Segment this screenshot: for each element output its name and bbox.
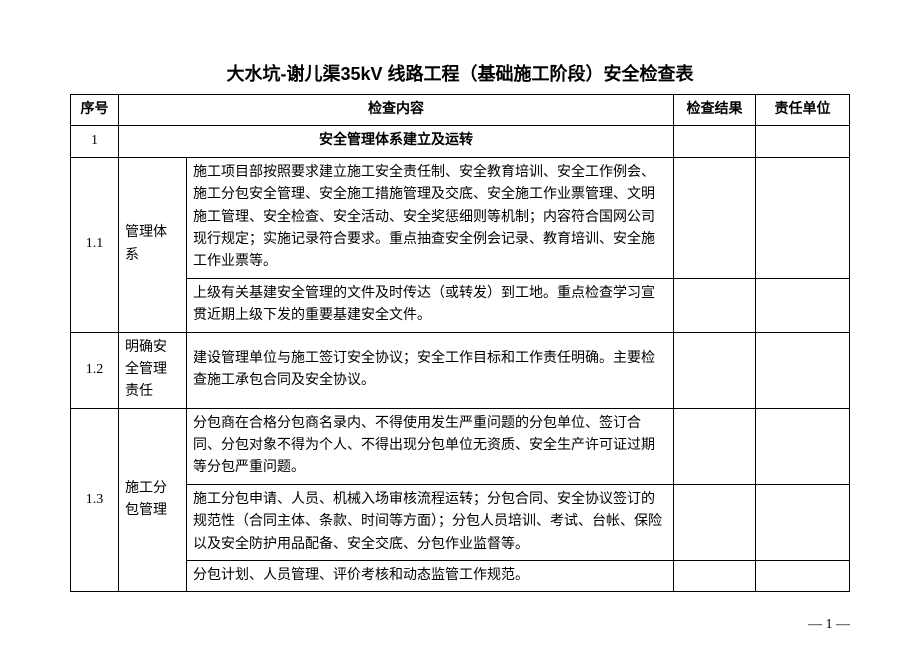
row-1-1-unit-1: [756, 157, 850, 278]
row-1-1-content-2: 上级有关基建安全管理的文件及时传达（或转发）到工地。重点检查学习宣贯近期上级下发…: [187, 278, 674, 332]
row-1-2-cat: 明确安全管理责任: [119, 332, 187, 408]
header-result: 检查结果: [674, 95, 756, 126]
row-1-2: 1.2 明确安全管理责任 建设管理单位与施工签订安全协议；安全工作目标和工作责任…: [71, 332, 850, 408]
page-title: 大水坑-谢儿渠35kV 线路工程（基础施工阶段）安全检查表: [70, 60, 850, 86]
row-1-2-unit-1: [756, 332, 850, 408]
section-1-result: [674, 126, 756, 157]
row-1-3-unit-1: [756, 408, 850, 484]
table-header-row: 序号 检查内容 检查结果 责任单位: [71, 95, 850, 126]
row-1-3-unit-2: [756, 484, 850, 560]
row-1-2-seq: 1.2: [71, 332, 119, 408]
row-1-1-a: 1.1 管理体系 施工项目部按照要求建立施工安全责任制、安全教育培训、安全工作例…: [71, 157, 850, 278]
section-1-title: 安全管理体系建立及运转: [119, 126, 674, 157]
section-1-row: 1 安全管理体系建立及运转: [71, 126, 850, 157]
row-1-3-seq: 1.3: [71, 408, 119, 592]
row-1-1-cat: 管理体系: [119, 157, 187, 332]
row-1-1-content-1: 施工项目部按照要求建立施工安全责任制、安全教育培训、安全工作例会、施工分包安全管…: [187, 157, 674, 278]
header-unit: 责任单位: [756, 95, 850, 126]
row-1-3-cat: 施工分包管理: [119, 408, 187, 592]
section-1-seq: 1: [71, 126, 119, 157]
row-1-3-b: 施工分包申请、人员、机械入场审核流程运转；分包合同、安全协议签订的规范性（合同主…: [71, 484, 850, 560]
row-1-2-result-1: [674, 332, 756, 408]
row-1-3-c: 分包计划、人员管理、评价考核和动态监管工作规范。: [71, 561, 850, 592]
section-1-unit: [756, 126, 850, 157]
header-content: 检查内容: [119, 95, 674, 126]
row-1-3-unit-3: [756, 561, 850, 592]
row-1-2-content-1: 建设管理单位与施工签订安全协议；安全工作目标和工作责任明确。主要检查施工承包合同…: [187, 332, 674, 408]
header-seq: 序号: [71, 95, 119, 126]
row-1-1-b: 上级有关基建安全管理的文件及时传达（或转发）到工地。重点检查学习宣贯近期上级下发…: [71, 278, 850, 332]
row-1-3-content-2: 施工分包申请、人员、机械入场审核流程运转；分包合同、安全协议签订的规范性（合同主…: [187, 484, 674, 560]
row-1-1-seq: 1.1: [71, 157, 119, 332]
row-1-1-unit-2: [756, 278, 850, 332]
row-1-3-a: 1.3 施工分包管理 分包商在合格分包商名录内、不得使用发生严重问题的分包单位、…: [71, 408, 850, 484]
row-1-3-result-2: [674, 484, 756, 560]
row-1-3-content-1: 分包商在合格分包商名录内、不得使用发生严重问题的分包单位、签订合同、分包对象不得…: [187, 408, 674, 484]
row-1-3-result-3: [674, 561, 756, 592]
page-number: — 1 —: [808, 617, 850, 633]
row-1-3-content-3: 分包计划、人员管理、评价考核和动态监管工作规范。: [187, 561, 674, 592]
safety-check-table: 序号 检查内容 检查结果 责任单位 1 安全管理体系建立及运转 1.1 管理体系…: [70, 94, 850, 592]
row-1-3-result-1: [674, 408, 756, 484]
row-1-1-result-1: [674, 157, 756, 278]
row-1-1-result-2: [674, 278, 756, 332]
